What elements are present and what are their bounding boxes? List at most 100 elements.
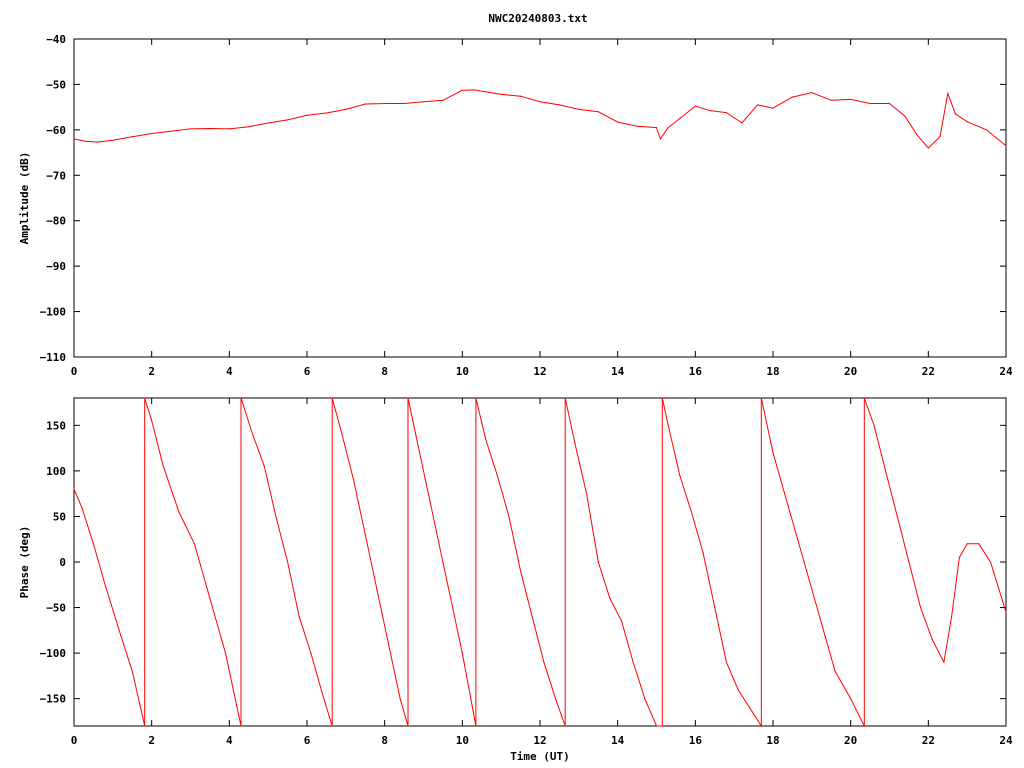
- data-point: [209, 597, 211, 600]
- data-point: [151, 132, 153, 135]
- data-point: [384, 102, 386, 105]
- y-tick-label: 50: [53, 510, 66, 523]
- data-point: [578, 108, 580, 110]
- data-point: [954, 113, 957, 115]
- data-point: [267, 122, 269, 124]
- data-point: [543, 661, 545, 663]
- data-point: [407, 725, 409, 727]
- amplitude-panel: 0 2 4 6 8 10 12 14 16 18 20 22 24−110−100−90−80−70−6…: [18, 33, 1013, 378]
- x-tick-label: 24: [999, 365, 1013, 378]
- data-point: [321, 693, 324, 695]
- data-point: [655, 725, 658, 727]
- data-point: [931, 638, 933, 641]
- plot-frame: [73, 397, 1007, 727]
- data-point: [248, 126, 250, 128]
- data-point: [679, 117, 681, 120]
- data-point: [830, 99, 832, 101]
- x-tick-label: 20: [844, 365, 857, 378]
- x-tick-label: 18: [766, 734, 779, 747]
- data-point: [1005, 611, 1007, 613]
- data-point: [252, 433, 254, 435]
- amplitude-series-line: [73, 89, 1007, 149]
- data-point: [475, 725, 477, 727]
- data-point: [306, 114, 308, 116]
- data-point: [189, 128, 192, 130]
- data-point: [331, 397, 333, 399]
- data-point: [178, 511, 180, 513]
- data-point: [209, 127, 211, 130]
- data-point: [725, 112, 728, 114]
- data-point: [81, 506, 83, 508]
- x-tick-label: 4: [226, 734, 233, 747]
- data-point: [920, 607, 922, 609]
- y-tick-label: −40: [46, 33, 66, 46]
- data-point: [144, 725, 146, 727]
- phase-series-line: [73, 397, 1007, 728]
- data-point: [772, 452, 774, 454]
- data-point: [850, 98, 852, 100]
- data-point: [978, 543, 980, 545]
- x-tick-label: 16: [689, 365, 703, 378]
- x-tick-label: 18: [766, 365, 779, 378]
- data-point: [240, 725, 242, 727]
- x-tick-label: 8: [381, 365, 388, 378]
- data-point: [885, 470, 887, 472]
- data-point: [597, 111, 599, 113]
- data-point: [162, 465, 164, 467]
- data-point: [287, 119, 289, 121]
- data-point: [760, 397, 762, 399]
- y-tick-label: −50: [46, 602, 66, 615]
- y-tick-label: 150: [46, 419, 66, 432]
- data-point: [756, 104, 759, 106]
- data-point: [415, 433, 417, 435]
- data-point: [376, 588, 378, 590]
- x-tick-label: 22: [922, 734, 935, 747]
- data-point: [850, 698, 852, 700]
- data-point: [554, 698, 557, 700]
- data-point: [508, 515, 510, 518]
- data-point: [131, 670, 133, 672]
- data-point: [632, 661, 634, 663]
- data-point: [939, 136, 941, 138]
- data-point: [520, 95, 522, 97]
- data-point: [85, 140, 87, 142]
- data-point: [819, 616, 821, 618]
- data-point: [263, 465, 265, 467]
- data-point: [749, 707, 751, 709]
- data-point: [694, 105, 696, 107]
- data-point: [958, 556, 961, 559]
- data-point: [597, 561, 599, 563]
- data-point: [661, 397, 663, 399]
- data-point: [112, 139, 114, 141]
- data-point: [298, 616, 300, 618]
- data-point: [667, 127, 669, 129]
- x-tick-label: 0: [71, 734, 78, 747]
- data-point: [644, 698, 646, 700]
- y-tick-label: −60: [46, 124, 66, 137]
- data-point: [896, 515, 898, 518]
- data-point: [496, 474, 498, 476]
- data-point: [655, 127, 658, 129]
- data-point: [193, 543, 195, 545]
- data-point: [803, 561, 805, 563]
- data-point: [908, 561, 910, 563]
- data-point: [811, 92, 813, 94]
- data-point: [947, 92, 949, 95]
- data-point: [1005, 145, 1007, 147]
- x-tick-label: 12: [533, 365, 546, 378]
- data-point: [228, 128, 230, 130]
- data-point: [240, 397, 242, 399]
- data-point: [714, 607, 716, 609]
- data-point: [325, 112, 327, 114]
- phase-panel: 0 2 4 6 8 10 12 14 16 18 20 22 24−150−100−5005010015…: [18, 397, 1013, 763]
- data-point: [310, 652, 312, 654]
- data-point: [461, 89, 463, 91]
- data-point: [741, 122, 743, 124]
- data-point: [564, 397, 566, 399]
- x-tick-label: 14: [611, 734, 625, 747]
- data-point: [422, 101, 425, 103]
- data-point: [702, 552, 704, 554]
- x-tick-label: 4: [226, 365, 233, 378]
- data-point: [341, 433, 343, 435]
